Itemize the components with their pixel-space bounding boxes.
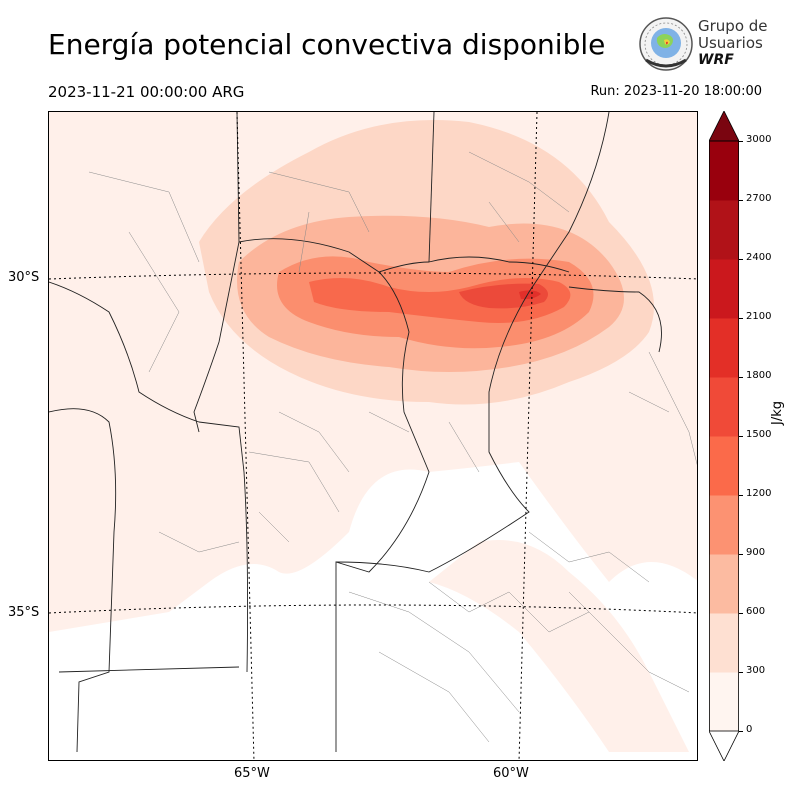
colorbar-bin-2400	[709, 200, 739, 260]
colorbar-tick-label: 0	[746, 724, 753, 735]
colorbar-bin-900	[709, 495, 739, 555]
cape-band-1500-1800	[459, 283, 548, 309]
run-time: Run: 2023-11-20 18:00:00	[590, 84, 762, 99]
colorbar-bin-600	[709, 554, 739, 614]
cape-field	[49, 112, 697, 760]
cape-map[interactable]	[48, 111, 698, 761]
colorbar-bin-0	[709, 672, 739, 732]
colorbar-tick-mark	[739, 672, 743, 673]
colorbar-tick-mark	[739, 318, 743, 319]
colorbar-tick-label: 2400	[746, 252, 772, 263]
cape-band-1800-2100	[519, 290, 541, 300]
colorbar-bin-1800	[709, 318, 739, 378]
colorbar-tick-label: 1500	[746, 429, 772, 440]
colorbar-tick-label: 1200	[746, 488, 772, 499]
colorbar-tick-mark	[739, 613, 743, 614]
colorbar	[709, 111, 739, 761]
lon-label-60w: 60°W	[493, 766, 529, 781]
wrf-users-logo: Grupo de Usuarios WRF	[638, 16, 768, 74]
lat-label-35s: 35°S	[8, 605, 40, 620]
colorbar-bin-2100	[709, 259, 739, 319]
colorbar-tick-mark	[739, 141, 743, 142]
logo-text-line2: Usuarios	[698, 34, 763, 52]
colorbar-tick-mark	[739, 554, 743, 555]
colorbar-bin-1200	[709, 436, 739, 496]
map-title: Energía potencial convectiva disponible	[48, 28, 606, 61]
colorbar-tick-mark	[739, 377, 743, 378]
colorbar-tick-label: 300	[746, 665, 766, 676]
logo-text-line1: Grupo de	[698, 17, 768, 35]
colorbar-under-extend	[709, 730, 739, 761]
lat-label-30s: 30°S	[8, 270, 40, 285]
colorbar-tick-mark	[739, 259, 743, 260]
colorbar-tick-mark	[739, 436, 743, 437]
colorbar-frame	[709, 140, 739, 732]
valid-time: 2023-11-21 00:00:00 ARG	[48, 83, 245, 101]
colorbar-bin-300	[709, 613, 739, 673]
colorbar-tick-label: 2100	[746, 311, 772, 322]
colorbar-unit: J/kg	[770, 401, 785, 425]
colorbar-bin-1500	[709, 377, 739, 437]
colorbar-tick-label: 2700	[746, 193, 772, 204]
lon-label-65w: 65°W	[234, 766, 270, 781]
colorbar-tick-mark	[739, 731, 743, 732]
colorbar-over-extend	[709, 111, 739, 142]
colorbar-tick-label: 600	[746, 606, 766, 617]
department-lines	[88, 151, 697, 743]
globe-seal-icon	[639, 17, 693, 71]
colorbar-bin-2700	[709, 141, 739, 201]
colorbar-tick-label: 900	[746, 547, 766, 558]
graticule	[49, 112, 697, 760]
colorbar-tick-label: 3000	[746, 134, 772, 145]
boundaries	[49, 112, 662, 753]
colorbar-tick-mark	[739, 495, 743, 496]
colorbar-tick-mark	[739, 200, 743, 201]
logo-text-wrf: WRF	[698, 52, 734, 68]
colorbar-tick-label: 1800	[746, 370, 772, 381]
cape-band-0-300-south	[429, 540, 689, 752]
